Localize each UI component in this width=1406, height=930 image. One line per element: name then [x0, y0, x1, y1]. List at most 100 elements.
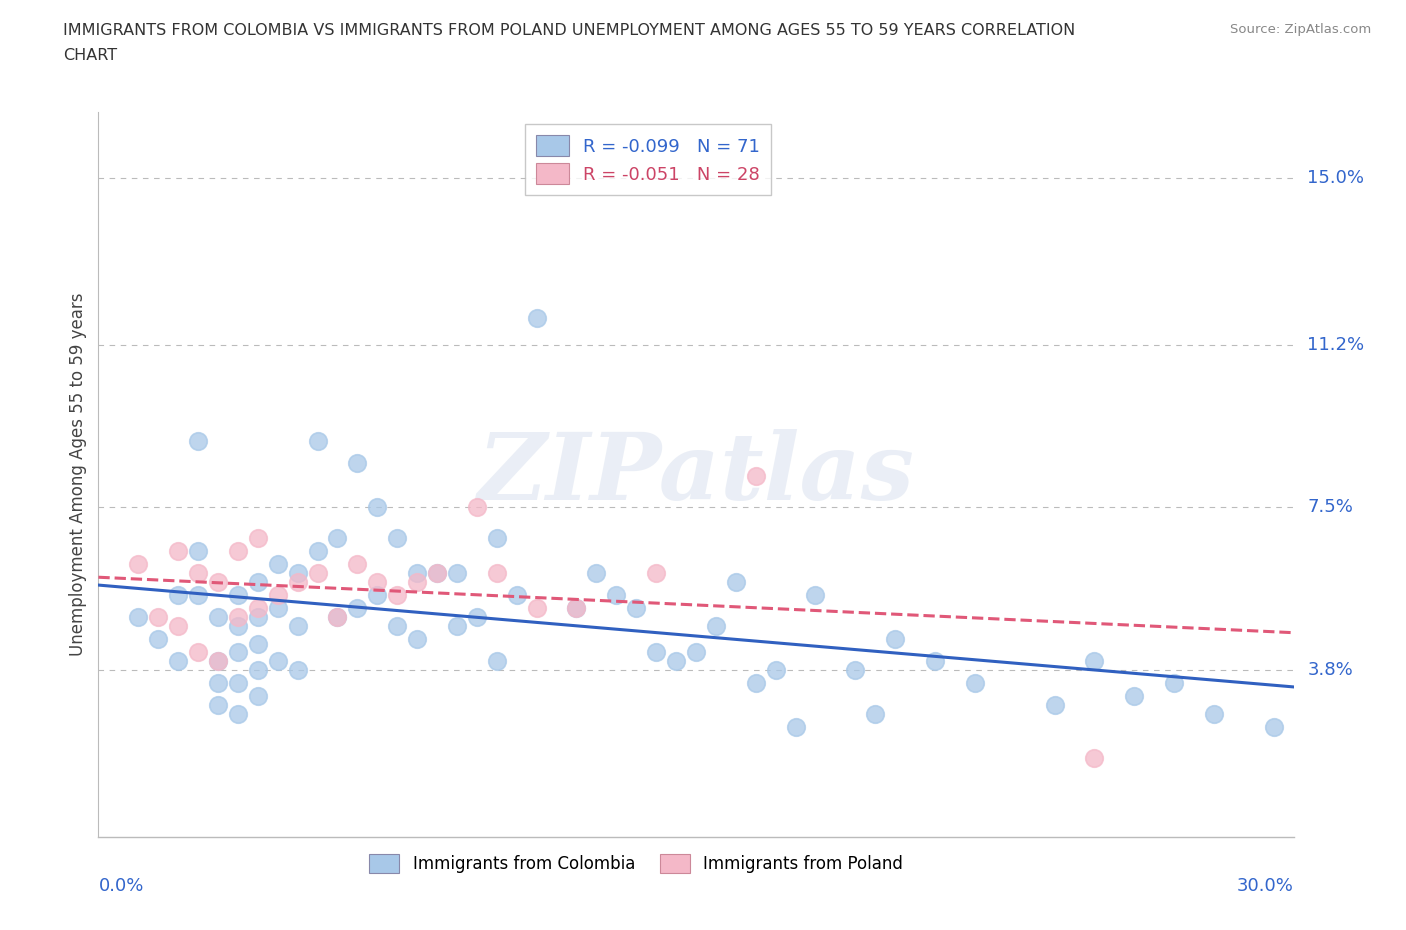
- Point: [346, 601, 368, 616]
- Point: [485, 531, 508, 546]
- Point: [924, 654, 946, 669]
- Point: [465, 499, 488, 514]
- Point: [246, 689, 269, 704]
- Text: IMMIGRANTS FROM COLOMBIA VS IMMIGRANTS FROM POLAND UNEMPLOYMENT AMONG AGES 55 TO: IMMIGRANTS FROM COLOMBIA VS IMMIGRANTS F…: [63, 23, 1076, 38]
- Point: [1083, 751, 1105, 765]
- Text: 7.5%: 7.5%: [1308, 498, 1354, 516]
- Point: [148, 631, 170, 646]
- Point: [346, 456, 368, 471]
- Point: [326, 610, 349, 625]
- Point: [1083, 654, 1105, 669]
- Point: [187, 644, 209, 659]
- Point: [127, 610, 149, 625]
- Text: 15.0%: 15.0%: [1308, 168, 1364, 187]
- Point: [765, 662, 787, 677]
- Point: [226, 544, 249, 559]
- Point: [685, 644, 707, 659]
- Point: [346, 557, 368, 572]
- Point: [963, 676, 986, 691]
- Point: [287, 662, 309, 677]
- Point: [167, 588, 190, 603]
- Point: [804, 588, 827, 603]
- Point: [187, 565, 209, 580]
- Point: [844, 662, 866, 677]
- Point: [704, 618, 727, 633]
- Point: [187, 588, 209, 603]
- Point: [267, 588, 290, 603]
- Point: [426, 565, 449, 580]
- Point: [366, 499, 388, 514]
- Point: [526, 311, 548, 325]
- Point: [226, 588, 249, 603]
- Point: [267, 557, 290, 572]
- Point: [724, 575, 747, 590]
- Legend: Immigrants from Colombia, Immigrants from Poland: Immigrants from Colombia, Immigrants fro…: [360, 844, 912, 883]
- Point: [246, 610, 269, 625]
- Point: [785, 720, 807, 735]
- Point: [326, 531, 349, 546]
- Point: [226, 676, 249, 691]
- Point: [385, 588, 409, 603]
- Point: [526, 601, 548, 616]
- Point: [287, 618, 309, 633]
- Point: [207, 676, 229, 691]
- Point: [426, 565, 449, 580]
- Point: [267, 601, 290, 616]
- Text: 11.2%: 11.2%: [1308, 336, 1365, 353]
- Point: [385, 531, 409, 546]
- Point: [485, 565, 508, 580]
- Point: [246, 601, 269, 616]
- Point: [1263, 720, 1285, 735]
- Point: [366, 575, 388, 590]
- Text: 30.0%: 30.0%: [1237, 877, 1294, 895]
- Point: [207, 698, 229, 712]
- Text: ZIPatlas: ZIPatlas: [478, 430, 914, 519]
- Point: [226, 610, 249, 625]
- Point: [1163, 676, 1185, 691]
- Point: [326, 610, 349, 625]
- Point: [446, 618, 468, 633]
- Point: [246, 636, 269, 651]
- Point: [745, 676, 768, 691]
- Point: [406, 575, 429, 590]
- Point: [267, 654, 290, 669]
- Point: [307, 565, 329, 580]
- Text: 3.8%: 3.8%: [1308, 661, 1353, 679]
- Point: [565, 601, 588, 616]
- Point: [207, 654, 229, 669]
- Point: [1123, 689, 1146, 704]
- Text: CHART: CHART: [63, 48, 117, 63]
- Point: [645, 565, 668, 580]
- Point: [1202, 707, 1225, 722]
- Point: [645, 644, 668, 659]
- Point: [446, 565, 468, 580]
- Point: [626, 601, 648, 616]
- Point: [406, 565, 429, 580]
- Point: [465, 610, 488, 625]
- Point: [865, 707, 887, 722]
- Point: [226, 644, 249, 659]
- Point: [506, 588, 529, 603]
- Point: [207, 654, 229, 669]
- Point: [366, 588, 388, 603]
- Point: [385, 618, 409, 633]
- Point: [1043, 698, 1066, 712]
- Point: [485, 654, 508, 669]
- Point: [207, 610, 229, 625]
- Point: [745, 469, 768, 484]
- Point: [226, 618, 249, 633]
- Point: [287, 575, 309, 590]
- Point: [307, 434, 329, 449]
- Point: [207, 575, 229, 590]
- Y-axis label: Unemployment Among Ages 55 to 59 years: Unemployment Among Ages 55 to 59 years: [69, 293, 87, 656]
- Point: [246, 575, 269, 590]
- Point: [167, 544, 190, 559]
- Text: Source: ZipAtlas.com: Source: ZipAtlas.com: [1230, 23, 1371, 36]
- Point: [246, 662, 269, 677]
- Point: [167, 618, 190, 633]
- Point: [585, 565, 607, 580]
- Point: [884, 631, 907, 646]
- Text: 0.0%: 0.0%: [98, 877, 143, 895]
- Point: [246, 531, 269, 546]
- Point: [665, 654, 688, 669]
